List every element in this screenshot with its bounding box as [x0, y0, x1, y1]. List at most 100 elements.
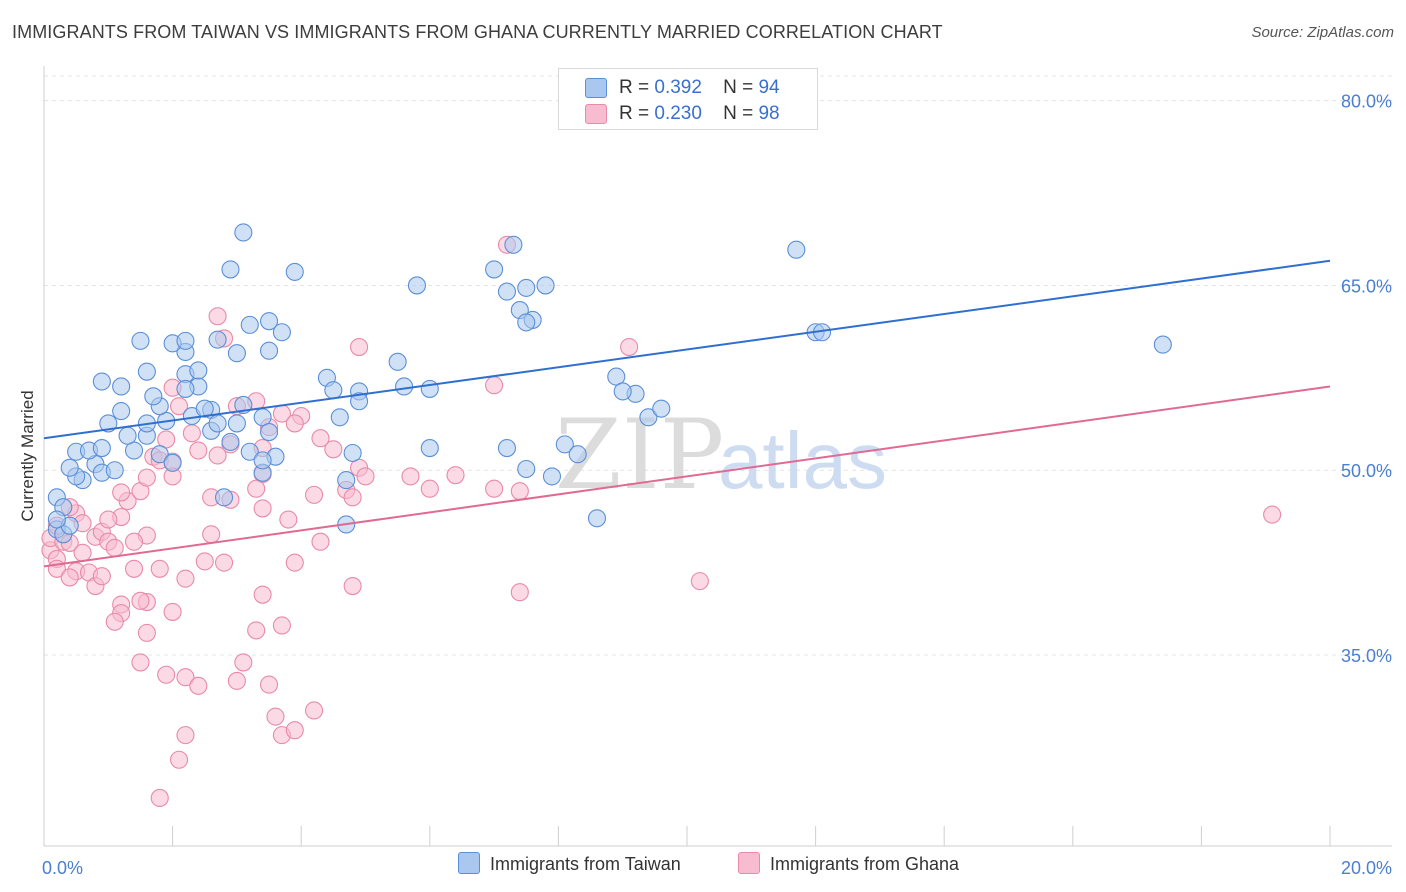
taiwan-point [542, 467, 562, 486]
ghana-point [485, 376, 504, 395]
source-label: Source: ZipAtlas.com [1251, 24, 1394, 41]
legend-item-taiwan[interactable]: Immigrants from Taiwan [458, 852, 681, 875]
ghana-point [150, 788, 169, 808]
taiwan-point [420, 439, 439, 458]
series-ghana [41, 235, 1282, 808]
taiwan-point [395, 377, 414, 396]
taiwan-n-value: 94 [758, 77, 780, 98]
taiwan-point [47, 510, 66, 529]
taiwan-point [259, 312, 279, 331]
taiwan-point [568, 445, 587, 464]
ghana-point [253, 585, 272, 604]
taiwan-point [208, 414, 227, 433]
taiwan-point [221, 432, 240, 451]
taiwan-r-label: R = [619, 77, 650, 98]
ghana-point [285, 414, 304, 433]
ghana-point [401, 467, 420, 486]
ghana-point [150, 559, 169, 578]
taiwan-point [240, 442, 259, 461]
taiwan-point [105, 461, 124, 480]
taiwan-point [555, 435, 574, 454]
ghana-point [305, 485, 324, 504]
ghana-point [324, 440, 343, 459]
taiwan-point [112, 402, 131, 421]
taiwan-point [337, 471, 356, 490]
ghana-point [266, 707, 285, 726]
ghana-n-value: 98 [758, 103, 780, 124]
taiwan-point [517, 313, 536, 332]
ghana-point [285, 721, 304, 740]
y-tick-label: 65.0% [1341, 276, 1392, 296]
y-tick-label: 80.0% [1341, 92, 1392, 112]
taiwan-point [330, 408, 349, 427]
taiwan-point [485, 260, 504, 279]
taiwan-point [163, 453, 182, 472]
ghana-point [73, 543, 92, 562]
ghana-n-label: N = [723, 103, 754, 124]
taiwan-point [92, 372, 111, 391]
taiwan-point [176, 379, 195, 398]
taiwan-point [189, 361, 208, 380]
ghana-trend-line [43, 385, 1331, 568]
taiwan-point [504, 235, 523, 254]
ghana-point [169, 750, 189, 769]
taiwan-point [99, 414, 118, 433]
x-tick-label: 20.0% [1341, 858, 1392, 878]
ghana-point [124, 532, 144, 551]
taiwan-point [613, 382, 632, 401]
taiwan-point [253, 451, 272, 470]
ghana-point [176, 569, 195, 588]
taiwan-point [497, 282, 517, 301]
taiwan-point [137, 362, 156, 381]
taiwan-trend-line [43, 259, 1331, 440]
ghana-point [311, 532, 330, 551]
taiwan-point [259, 422, 279, 442]
ghana-point [1263, 505, 1282, 524]
taiwan-point [234, 223, 253, 242]
ghana-point [131, 591, 150, 610]
y-axis-title: Currently Married [18, 390, 37, 521]
taiwan-point [214, 488, 234, 507]
ghana-point [208, 446, 227, 465]
taiwan-swatch [585, 78, 607, 98]
taiwan-point [118, 426, 137, 445]
taiwan-point [639, 408, 658, 427]
ghana-point [227, 671, 246, 690]
legend-taiwan-label: Immigrants from Taiwan [490, 854, 681, 874]
ghana-point [92, 567, 111, 586]
taiwan-point [652, 399, 671, 418]
ghana-point [253, 499, 272, 518]
axes [43, 66, 1392, 847]
taiwan-point [259, 341, 279, 360]
ghana-point [202, 525, 221, 544]
ghana-point [112, 483, 131, 502]
ghana-point [189, 676, 208, 695]
ghana-swatch [585, 104, 607, 124]
taiwan-point [208, 330, 227, 349]
ghana-point [182, 424, 201, 443]
taiwan-point [517, 278, 536, 297]
ghana-point [105, 538, 124, 557]
y-tick-label: 35.0% [1341, 646, 1392, 666]
taiwan-point [92, 439, 111, 458]
legend-item-ghana[interactable]: Immigrants from Ghana [738, 852, 959, 875]
taiwan-point [150, 445, 169, 464]
ghana-point [157, 665, 176, 684]
ghana-point [124, 559, 144, 578]
x-tick-label: 0.0% [42, 858, 83, 878]
ghana-point [99, 510, 118, 529]
ghana-point [247, 621, 266, 640]
stats-legend: R = 0.392 N = 94 R = 0.230 N = 98 [558, 68, 818, 130]
ghana-point [131, 653, 150, 672]
ghana-point [343, 576, 362, 596]
legend-ghana-label: Immigrants from Ghana [770, 854, 960, 874]
ghana-point [208, 307, 227, 326]
ghana-point [195, 552, 214, 571]
ghana-point [510, 482, 529, 501]
taiwan-point [587, 509, 607, 528]
series-taiwan [47, 223, 1172, 544]
ghana-point [176, 668, 195, 687]
taiwan-point [517, 459, 536, 479]
trend-lines [43, 259, 1331, 568]
